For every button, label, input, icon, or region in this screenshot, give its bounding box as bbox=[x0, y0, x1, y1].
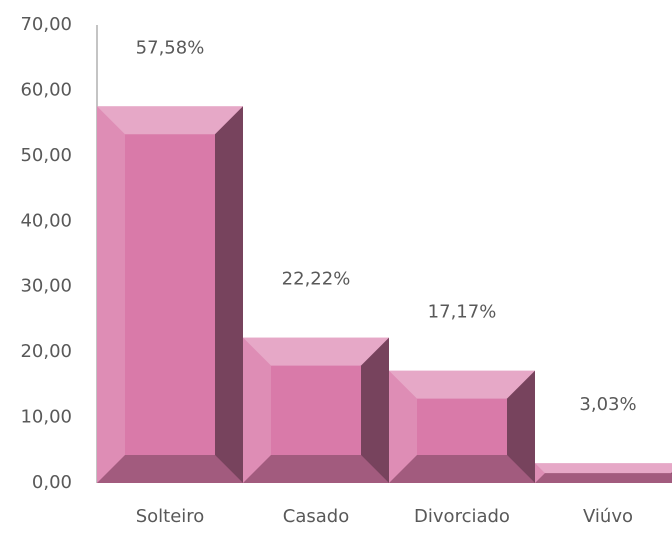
bevel-bottom bbox=[389, 455, 535, 483]
bar bbox=[243, 337, 389, 483]
x-tick-label: Casado bbox=[283, 506, 349, 527]
y-tick-label: 20,00 bbox=[20, 341, 72, 362]
bar bbox=[97, 106, 243, 484]
bevel-top bbox=[535, 463, 672, 474]
bar bbox=[389, 370, 535, 483]
bevel-left bbox=[243, 337, 271, 483]
y-tick-label: 60,00 bbox=[20, 79, 72, 100]
bevel-left bbox=[535, 463, 545, 483]
bevel-top bbox=[389, 370, 535, 399]
y-tick-label: 40,00 bbox=[20, 210, 72, 231]
data-label: 17,17% bbox=[428, 302, 497, 323]
bevel-right bbox=[361, 337, 389, 483]
bar-face bbox=[243, 337, 389, 483]
bar-face bbox=[535, 463, 672, 483]
y-tick-label: 50,00 bbox=[20, 145, 72, 166]
bar-face bbox=[97, 106, 243, 484]
x-tick-label: Divorciado bbox=[414, 506, 510, 527]
data-label: 57,58% bbox=[136, 37, 205, 58]
bevel-left bbox=[389, 370, 417, 483]
y-tick-label: 0,00 bbox=[32, 472, 72, 493]
y-tick-label: 70,00 bbox=[20, 14, 72, 35]
y-tick-label: 10,00 bbox=[20, 407, 72, 428]
x-tick-label: Viúvo bbox=[583, 506, 633, 527]
data-label: 22,22% bbox=[282, 269, 351, 290]
bevel-right bbox=[507, 370, 535, 483]
bevel-right bbox=[215, 106, 243, 484]
bevel-bottom bbox=[97, 455, 243, 483]
bevel-top bbox=[97, 106, 243, 135]
bevel-top bbox=[243, 337, 389, 366]
bar-face bbox=[389, 370, 535, 483]
bevel-left bbox=[97, 106, 125, 484]
bar bbox=[535, 463, 672, 483]
data-label: 3,03% bbox=[579, 394, 636, 415]
y-tick-label: 30,00 bbox=[20, 276, 72, 297]
bevel-bottom bbox=[243, 455, 389, 483]
bevel-bottom bbox=[535, 473, 672, 483]
x-tick-label: Solteiro bbox=[136, 506, 205, 527]
